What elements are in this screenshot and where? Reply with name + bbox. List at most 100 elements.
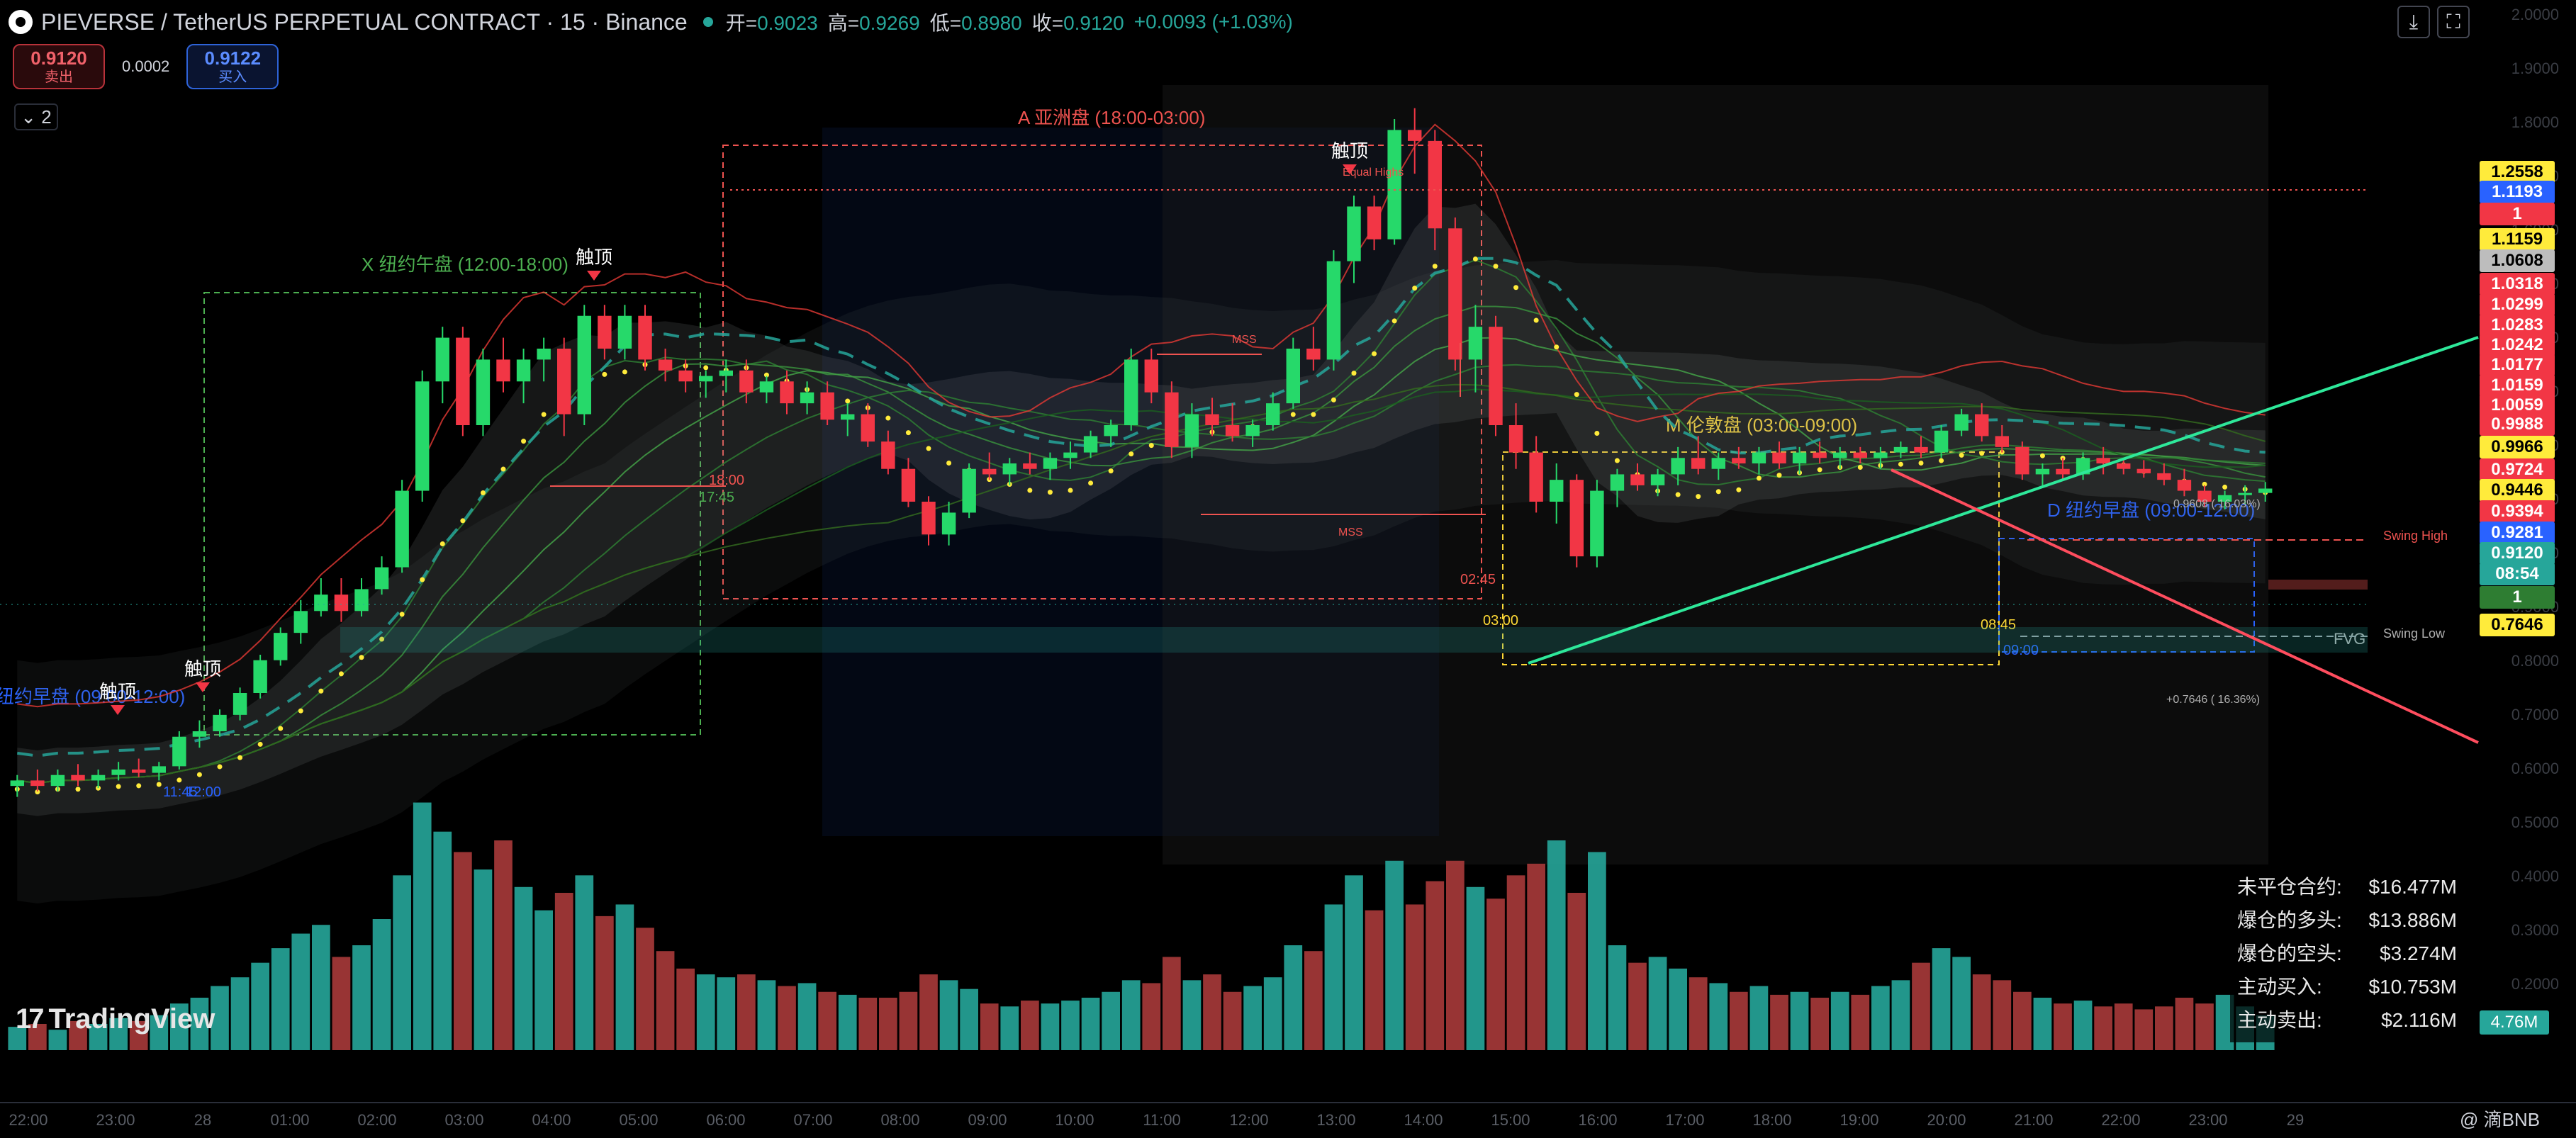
ema-dot [946, 460, 952, 466]
candle-body [537, 349, 551, 360]
time-tag: 17:45 [699, 490, 734, 505]
session-box-ny-pm [203, 292, 701, 736]
candle-body [1489, 327, 1503, 425]
candle-body [2177, 480, 2192, 491]
volume-bar [1993, 980, 2012, 1050]
candle-body [1326, 261, 1341, 360]
x-tick-label: 07:00 [793, 1111, 832, 1129]
candle-body [941, 512, 956, 535]
volume-bar [1608, 945, 1627, 1050]
candle-body [2056, 468, 2070, 475]
sell-button[interactable]: 0.9120 卖出 [13, 44, 105, 89]
background-layer [822, 85, 2268, 864]
ohlc-open: 开=0.9023 [725, 12, 818, 34]
volume-bar [1689, 977, 1708, 1050]
ema-dot [35, 789, 40, 795]
price-badge: 0.9966 [2480, 436, 2555, 458]
x-tick-label: 29 [2287, 1111, 2304, 1129]
ohlc-high: 高=0.9269 [827, 12, 920, 34]
candle-body [1023, 463, 1037, 469]
fullscreen-icon[interactable]: ⛶ [2437, 6, 2470, 38]
candle-body [658, 359, 673, 371]
x-tick-label: 20:00 [1927, 1111, 1966, 1129]
candle-body [2035, 468, 2050, 475]
symbol-title[interactable]: PIEVERSE / TetherUS PERPETUAL CONTRACT ·… [41, 9, 688, 35]
volume-bar [129, 1020, 148, 1050]
ema-dot [1472, 256, 1478, 261]
x-tick-label: 01:00 [270, 1111, 309, 1129]
x-tick-label: 16:00 [1578, 1111, 1617, 1129]
download-icon[interactable]: ⤓ [2397, 6, 2430, 38]
x-tick-label: 15:00 [1491, 1111, 1530, 1129]
time-tag: 03:00 [1483, 613, 1518, 629]
candle-body [2096, 458, 2110, 463]
x-tick-label: 13:00 [1316, 1111, 1355, 1129]
candle-body [1671, 458, 1685, 475]
ema-dot [1290, 412, 1296, 417]
price-badge: 1.0299 [2480, 293, 2555, 316]
candle-body [1833, 452, 1847, 458]
volume-bar [1810, 998, 1829, 1050]
candle-body [1813, 452, 1827, 458]
volume-bar [1142, 983, 1161, 1050]
volume-bar [1730, 991, 1748, 1050]
time-tag: 11:45 [163, 784, 198, 800]
candle-body [557, 349, 571, 415]
ema-dot [257, 741, 263, 747]
ema-dot [1412, 286, 1418, 291]
top-marker-label: 触顶 [1331, 140, 1368, 162]
ema-dot [1088, 480, 1094, 486]
ema-dot [156, 782, 162, 787]
info-row-taker-sell: 主动卖出: $2.116M [2237, 1009, 2457, 1031]
ema-dot [1129, 451, 1134, 457]
price-badge: 0.9120 [2480, 542, 2555, 565]
ema-dot [703, 365, 709, 371]
volume-bar [1871, 986, 1890, 1050]
candle-body [638, 315, 652, 360]
ema-dot [1939, 458, 1944, 463]
price-badge: 1 [2480, 586, 2555, 609]
mss-label: MSS [1232, 334, 1257, 346]
candle-body [1428, 140, 1442, 229]
volume-bar [534, 910, 553, 1050]
volume-bar [1669, 968, 1687, 1050]
volume-bar [1588, 852, 1606, 1050]
candle-body [334, 595, 349, 612]
x-tick-label: 10:00 [1055, 1111, 1094, 1129]
candle-body [1995, 436, 2009, 447]
top-marker-icon [1343, 164, 1357, 174]
buy-button[interactable]: 0.9122 买入 [186, 44, 279, 89]
y-tick-label: 0.4000 [2511, 867, 2559, 885]
candle-body [1063, 452, 1077, 458]
top-marker-icon [587, 271, 601, 281]
candle-body [354, 589, 369, 612]
chart-header: PIEVERSE / TetherUS PERPETUAL CONTRACT ·… [9, 6, 1303, 38]
ema-dot [1068, 488, 1073, 493]
volume-bar [2033, 998, 2052, 1050]
x-tick-label: 28 [194, 1111, 211, 1129]
volume-bar [1709, 983, 1728, 1050]
candle-body [861, 414, 875, 442]
indicator-collapse-button[interactable]: ⌄ 2 [14, 103, 58, 130]
candle-body [1610, 474, 1625, 491]
y-tick-label: 1.8000 [2511, 113, 2559, 131]
candle-body [395, 490, 409, 568]
ema-dot [2202, 481, 2207, 487]
candle-body [598, 315, 612, 349]
volume-bar [393, 875, 411, 1050]
volume-bar [454, 852, 472, 1050]
mss-label-2: MSS [1338, 526, 1363, 539]
candle-body [172, 736, 186, 767]
candle-body [476, 359, 491, 425]
ema-dot [622, 369, 627, 375]
candle-body [415, 381, 430, 491]
candle-body [1711, 458, 1725, 469]
volume-bar [69, 1020, 87, 1050]
volume-bar [1527, 863, 1545, 1050]
ma-line-5 [17, 383, 2266, 784]
candle-body [1266, 403, 1280, 425]
ema-dot [845, 398, 851, 404]
x-tick-label: 05:00 [619, 1111, 658, 1129]
ema-dot [1351, 371, 1357, 376]
